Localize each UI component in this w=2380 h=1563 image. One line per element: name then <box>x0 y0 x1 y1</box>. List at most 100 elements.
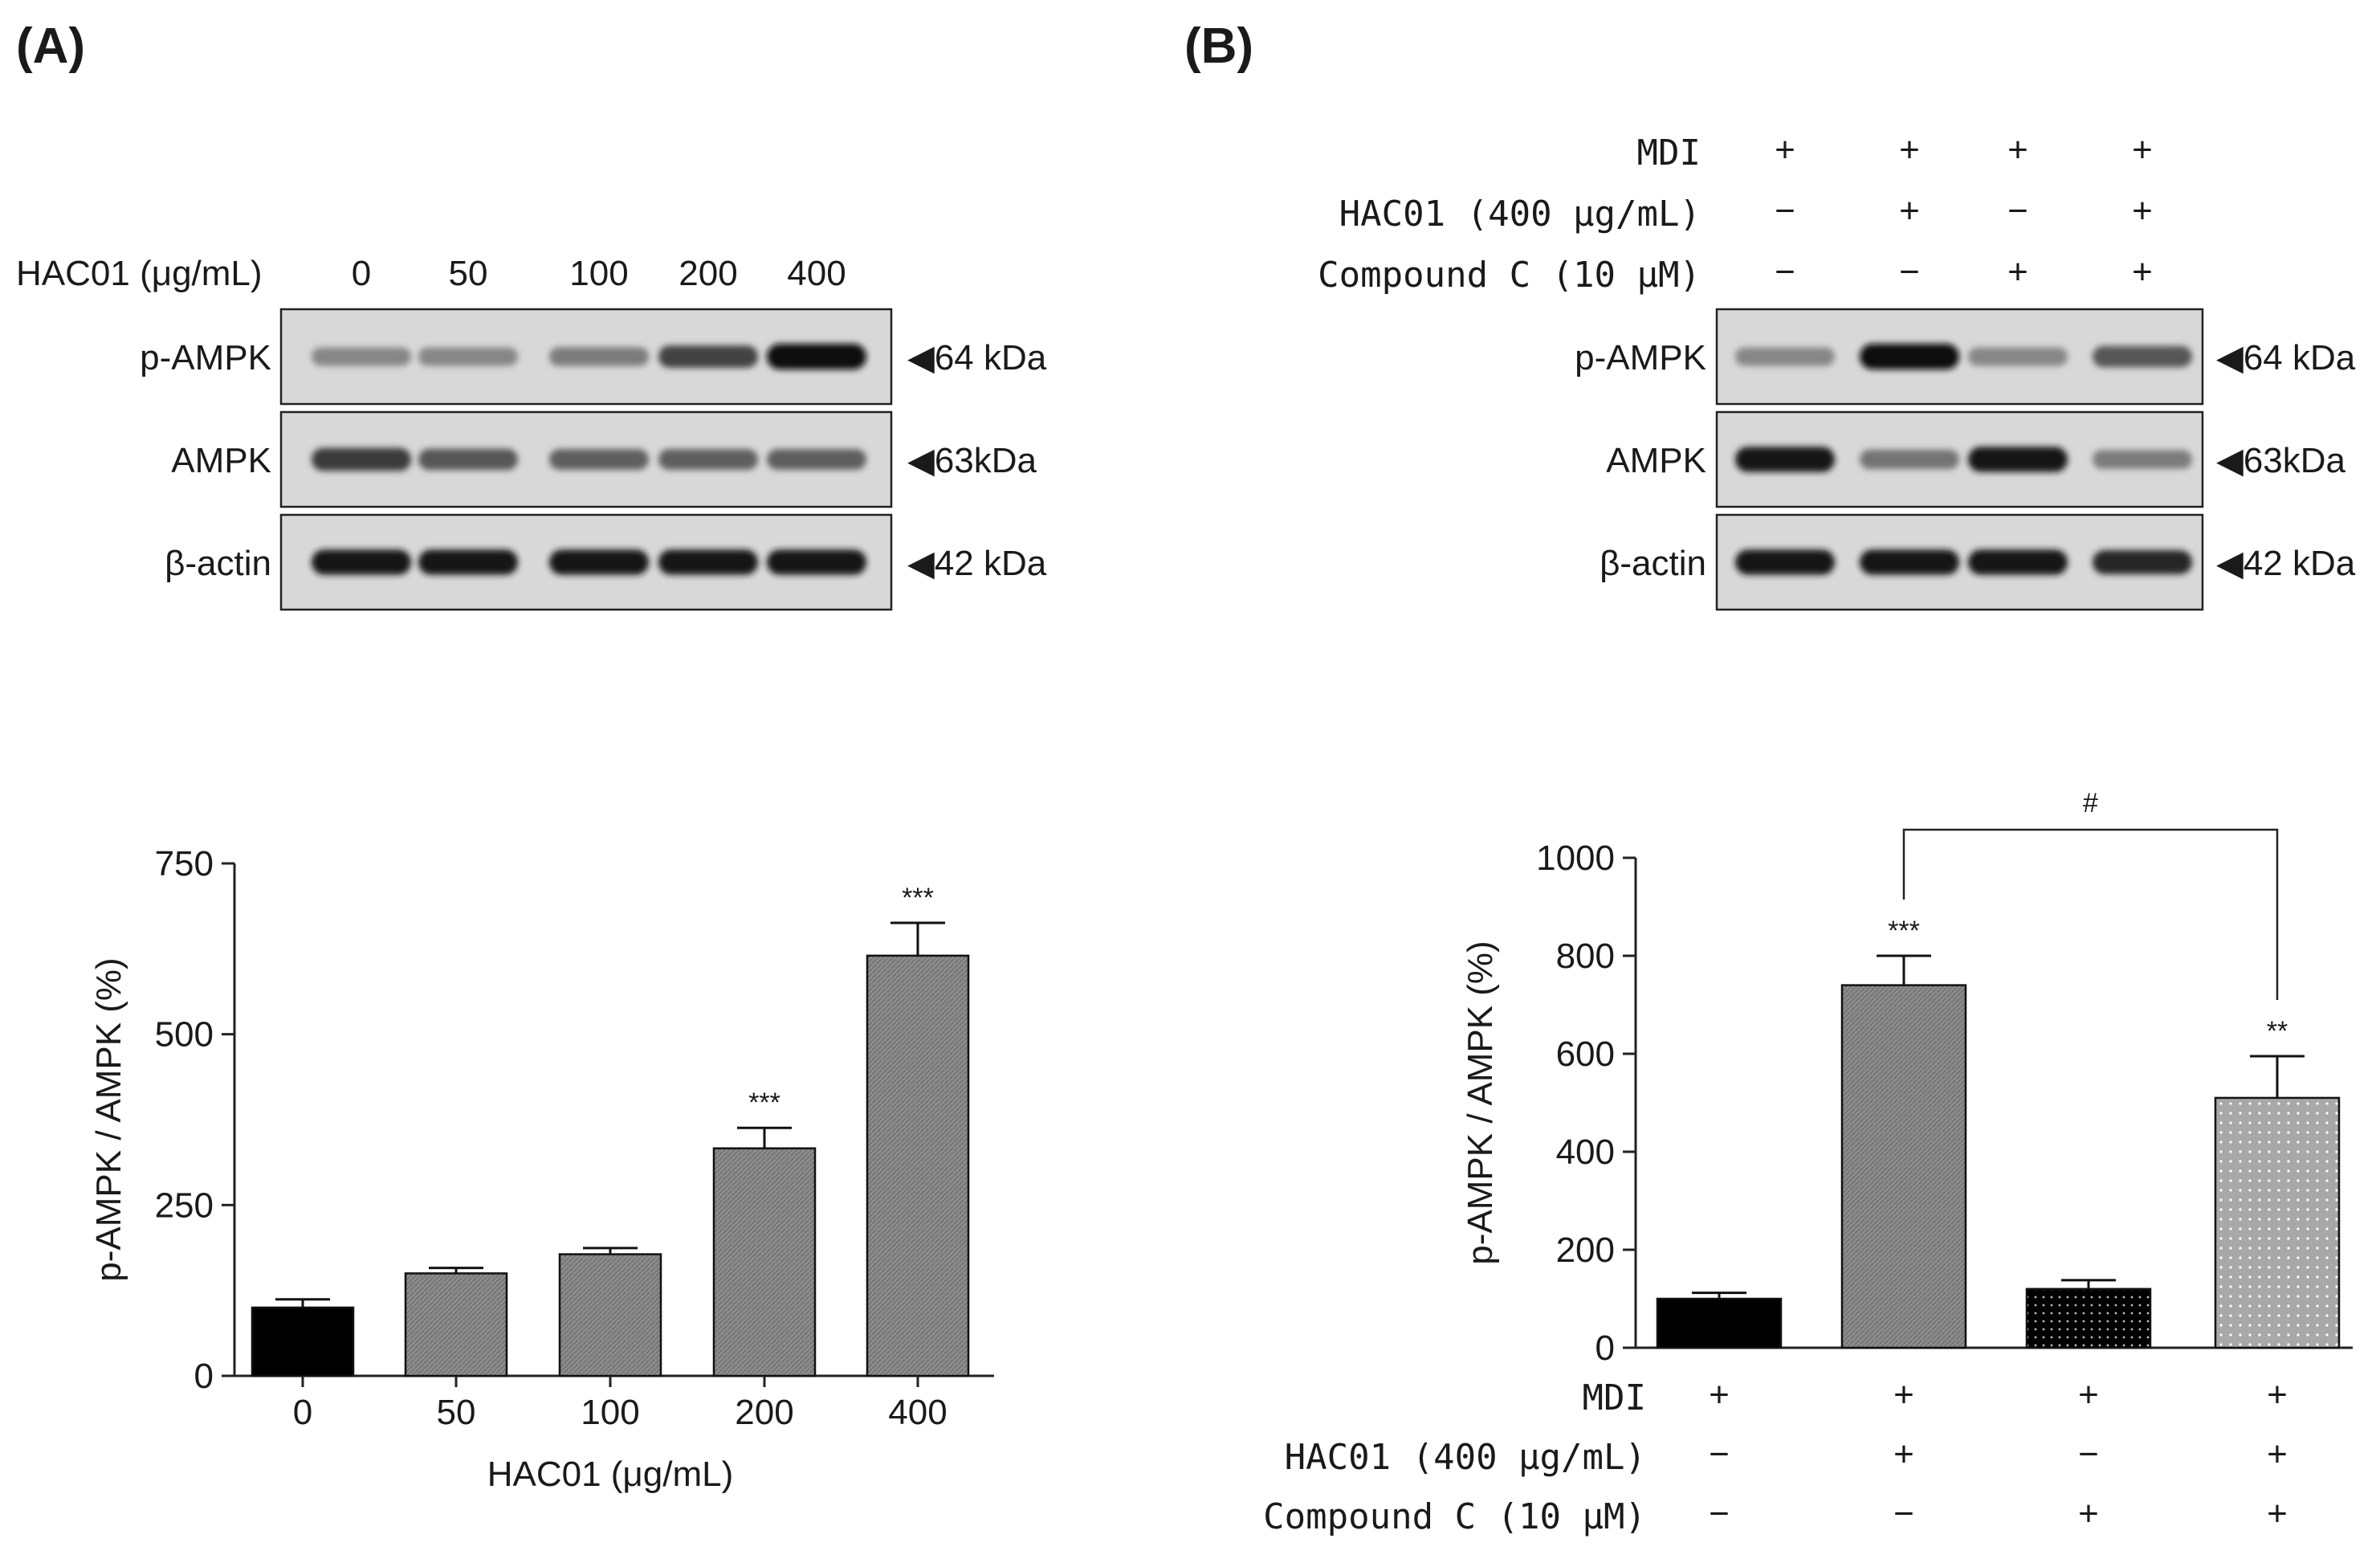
blot-band <box>312 447 411 471</box>
bar <box>251 1306 355 1377</box>
x-tick-label: 400 <box>888 1393 947 1432</box>
blot-b-condition-sign: + <box>2132 252 2153 292</box>
blot-size-marker: ◀42 kDa <box>2216 544 2356 583</box>
panel-b-label: (B) <box>1184 18 1253 74</box>
condition-sign: + <box>1893 1375 1914 1414</box>
blot-protein-label: AMPK <box>1606 441 1706 480</box>
condition-label: Compound C (10 μM) <box>1263 1496 1646 1537</box>
y-axis-title: p-AMPK / AMPK (%) <box>89 957 128 1281</box>
blot-a-header-label: HAC01 (μg/mL) <box>16 254 263 293</box>
condition-sign: − <box>1709 1434 1730 1474</box>
condition-sign: − <box>1709 1494 1730 1533</box>
blot-protein-label: p-AMPK <box>1575 338 1706 377</box>
y-tick-label: 250 <box>155 1186 214 1225</box>
significance-marker: ** <box>2267 1016 2288 1047</box>
x-tick-label: 100 <box>581 1393 639 1432</box>
condition-sign: − <box>2078 1434 2099 1474</box>
bar <box>866 954 970 1377</box>
blot-b-condition-sign: − <box>1899 252 1920 292</box>
blot-b-condition-sign: + <box>1775 130 1795 169</box>
blot-band <box>549 347 649 366</box>
blot-a-lane-label: 400 <box>787 254 846 293</box>
blot-band <box>658 345 758 368</box>
y-tick-label: 0 <box>194 1357 214 1396</box>
condition-sign: + <box>2267 1434 2288 1474</box>
condition-sign: − <box>1893 1494 1914 1533</box>
blot-a-lane-label: 200 <box>679 254 737 293</box>
condition-label: HAC01 (400 μg/mL) <box>1285 1437 1646 1478</box>
blot-band <box>418 448 518 471</box>
blot-band <box>658 449 758 470</box>
x-tick-label: 0 <box>293 1393 312 1432</box>
blot-b-condition-sign: + <box>1899 191 1920 231</box>
y-tick-label: 200 <box>1556 1230 1615 1270</box>
blot-b-condition-sign: + <box>2007 130 2028 169</box>
blot-band <box>1735 447 1835 472</box>
blot-b-condition-sign: − <box>1775 191 1795 231</box>
y-tick-label: 500 <box>155 1015 214 1055</box>
x-axis-title: HAC01 (μg/mL) <box>487 1455 734 1494</box>
blot-a-lane-label: 0 <box>352 254 371 293</box>
blot-b-condition-sign: + <box>2007 252 2028 292</box>
blot-band <box>767 549 866 575</box>
x-tick-label: 200 <box>735 1393 793 1432</box>
significance-marker: *** <box>748 1088 780 1118</box>
blot-a-lane-label: 100 <box>569 254 628 293</box>
bar <box>1656 1297 1783 1349</box>
blot-band <box>767 344 866 369</box>
y-tick-label: 600 <box>1556 1035 1615 1074</box>
blot-band <box>2093 550 2192 574</box>
blot-band <box>1968 447 2068 472</box>
blot-b-condition-sign: + <box>2132 130 2153 169</box>
western-blot-a: HAC01 (μg/mL) 0 50 100 200 400 p-AMPK ◀64 kDa AM… <box>16 254 1047 611</box>
blot-size-marker: ◀63kDa <box>2216 441 2346 480</box>
y-tick-label: 0 <box>1595 1328 1615 1368</box>
comparison-label: # <box>2083 788 2098 818</box>
blot-band <box>1860 449 1959 470</box>
blot-band <box>1735 549 1835 575</box>
blot-band <box>549 549 649 575</box>
blot-band <box>1860 549 1959 575</box>
blot-band <box>1735 347 1835 366</box>
significance-marker: *** <box>1888 916 1920 946</box>
condition-label: MDI <box>1583 1377 1646 1418</box>
western-blot-b: MDI + + + + HAC01 (400 μg/mL) − + − + Compound C (… <box>1318 130 2356 611</box>
blot-band <box>1968 347 2068 366</box>
blot-size-marker: ◀63kDa <box>907 441 1037 480</box>
blot-band <box>767 449 866 470</box>
blot-protein-label: AMPK <box>171 441 271 480</box>
blot-protein-label: p-AMPK <box>140 338 271 377</box>
blot-b-condition-sign: − <box>1775 252 1795 292</box>
blot-b-condition-sign: + <box>1899 130 1920 169</box>
blot-band <box>312 347 411 366</box>
bar <box>712 1147 817 1377</box>
condition-sign: + <box>2267 1375 2288 1414</box>
blot-b-condition-label: Compound C (10 μM) <box>1318 255 1701 296</box>
blot-band <box>2093 450 2192 469</box>
blot-b-condition-label: MDI <box>1637 133 1701 173</box>
blot-band <box>312 549 411 575</box>
blot-b-condition-label: HAC01 (400 μg/mL) <box>1339 194 1701 235</box>
blot-band <box>658 549 758 575</box>
condition-sign: + <box>1709 1375 1730 1414</box>
bar <box>2214 1096 2341 1349</box>
y-tick-label: 800 <box>1556 937 1615 976</box>
blot-band <box>2093 345 2192 368</box>
y-tick-label: 750 <box>155 844 214 884</box>
panel-a-label: (A) <box>16 18 85 74</box>
y-tick-label: 1000 <box>1536 839 1615 878</box>
y-tick-label: 400 <box>1556 1132 1615 1172</box>
condition-sign: + <box>2078 1375 2099 1414</box>
blot-protein-label: β-actin <box>1600 544 1706 583</box>
bar <box>404 1272 508 1377</box>
condition-sign: + <box>2078 1494 2099 1533</box>
x-tick-label: 50 <box>437 1393 476 1432</box>
bar <box>558 1253 662 1377</box>
significance-marker: *** <box>902 883 934 913</box>
blot-b-condition-sign: + <box>2132 191 2153 231</box>
condition-sign: + <box>1893 1434 1914 1474</box>
blot-band <box>549 449 649 470</box>
bar <box>1840 984 1967 1349</box>
